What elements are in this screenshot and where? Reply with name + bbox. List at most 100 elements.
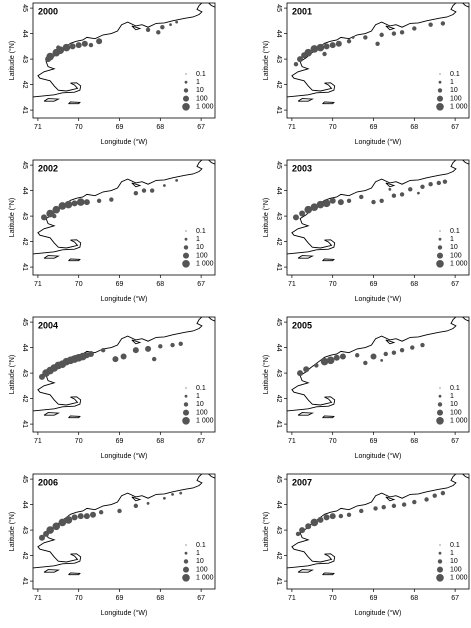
bubble — [100, 347, 106, 353]
y-tick-label: 41 — [21, 420, 28, 428]
y-tick-label: 43 — [275, 55, 282, 63]
legend-bubble — [182, 574, 190, 582]
legend-bubble — [183, 409, 189, 416]
panel: 2007 71 70 69 68 67 41 42 43 44 45 Longitude (°W) La… — [262, 473, 470, 617]
legend-bubble — [437, 566, 443, 573]
bubble — [52, 205, 61, 214]
legend-label: 1 000 — [196, 418, 214, 425]
bubble — [71, 200, 78, 207]
bubble — [383, 351, 388, 357]
bubble — [175, 20, 179, 24]
y-tick-label: 42 — [21, 238, 28, 246]
bubble — [326, 356, 335, 365]
frame — [32, 2, 216, 119]
coastline — [461, 3, 469, 8]
bubble — [322, 199, 331, 208]
x-tick-label: 68 — [410, 438, 418, 445]
bubble — [96, 198, 102, 203]
bubble — [83, 513, 90, 520]
legend-label: 100 — [450, 95, 462, 102]
y-tick-label: 45 — [21, 475, 28, 483]
y-tick-label: 45 — [21, 318, 28, 326]
legend-label: 1 — [450, 393, 454, 400]
x-tick-label: 68 — [156, 595, 164, 602]
bubble — [88, 42, 94, 48]
island — [322, 572, 335, 576]
bubble — [412, 26, 417, 31]
panel-title: 2000 — [38, 6, 58, 16]
legend-bubble — [437, 559, 443, 564]
legend-label: 1 000 — [196, 261, 214, 268]
x-tick-label: 71 — [34, 438, 42, 445]
legend-label: 0.1 — [196, 542, 206, 549]
coastline — [461, 474, 469, 479]
bubble — [81, 40, 88, 47]
coastline — [207, 474, 215, 479]
bubble — [52, 213, 57, 219]
panel: 2002 71 70 69 68 67 41 42 43 44 45 Longitude (°W) La… — [8, 159, 216, 303]
bubble — [371, 199, 376, 205]
legend-label: 1 000 — [450, 575, 468, 582]
legend-label: 1 — [196, 236, 200, 243]
coastline — [461, 317, 469, 322]
x-tick-label: 67 — [197, 281, 205, 288]
bubble — [38, 534, 45, 541]
frame — [286, 316, 470, 433]
bubble — [64, 516, 73, 524]
y-tick-label: 42 — [275, 81, 282, 89]
island — [131, 25, 142, 31]
bubble — [303, 366, 310, 373]
legend-label: 10 — [450, 401, 458, 408]
bubble — [363, 35, 368, 40]
y-tick-label: 43 — [275, 369, 282, 377]
coastline — [207, 3, 215, 8]
y-tick-label: 41 — [275, 420, 282, 428]
x-tick-label: 69 — [116, 124, 124, 131]
island — [297, 569, 315, 573]
bubble — [424, 497, 429, 502]
x-tick-label: 70 — [329, 595, 337, 602]
y-tick-label: 44 — [275, 30, 282, 38]
island — [131, 496, 142, 502]
frame — [286, 473, 470, 590]
bubble — [160, 25, 165, 30]
y-tick-label: 42 — [21, 552, 28, 560]
legend-bubble — [184, 551, 188, 555]
bubble — [76, 198, 85, 206]
bubble — [323, 514, 330, 521]
x-axis-label: Longitude (°W) — [101, 138, 148, 146]
island — [385, 25, 396, 31]
bubble — [428, 22, 433, 27]
bubble — [399, 30, 405, 35]
island — [385, 182, 396, 188]
legend-bubble — [437, 95, 443, 102]
bubble — [297, 56, 304, 63]
bubble — [98, 510, 104, 515]
frame — [286, 159, 470, 276]
bubble — [83, 199, 90, 206]
y-axis-label: Latitude (°N) — [262, 198, 270, 237]
y-tick-label: 44 — [275, 501, 282, 509]
x-tick-label: 67 — [197, 124, 205, 131]
legend-label: 100 — [196, 566, 208, 573]
y-axis-label: Latitude (°N) — [8, 355, 16, 394]
bubble — [87, 350, 94, 357]
x-tick-label: 71 — [288, 124, 296, 131]
bubble — [295, 531, 301, 537]
legend-label: 1 — [196, 550, 200, 557]
legend-bubble — [183, 566, 189, 573]
y-axis-label: Latitude (°N) — [262, 41, 270, 80]
panel-title: 2002 — [38, 163, 58, 173]
bubble — [69, 43, 76, 50]
bubble — [58, 518, 67, 527]
bubble — [391, 503, 397, 509]
x-axis-label: Longitude (°W) — [355, 295, 402, 303]
legend-label: 10 — [196, 558, 204, 565]
x-tick-label: 68 — [156, 438, 164, 445]
bubble — [299, 210, 306, 217]
legend-label: 0.1 — [196, 228, 206, 235]
island — [322, 258, 335, 262]
y-tick-label: 41 — [21, 106, 28, 114]
legend-label: 1 000 — [196, 104, 214, 111]
legend-bubble — [437, 409, 443, 416]
